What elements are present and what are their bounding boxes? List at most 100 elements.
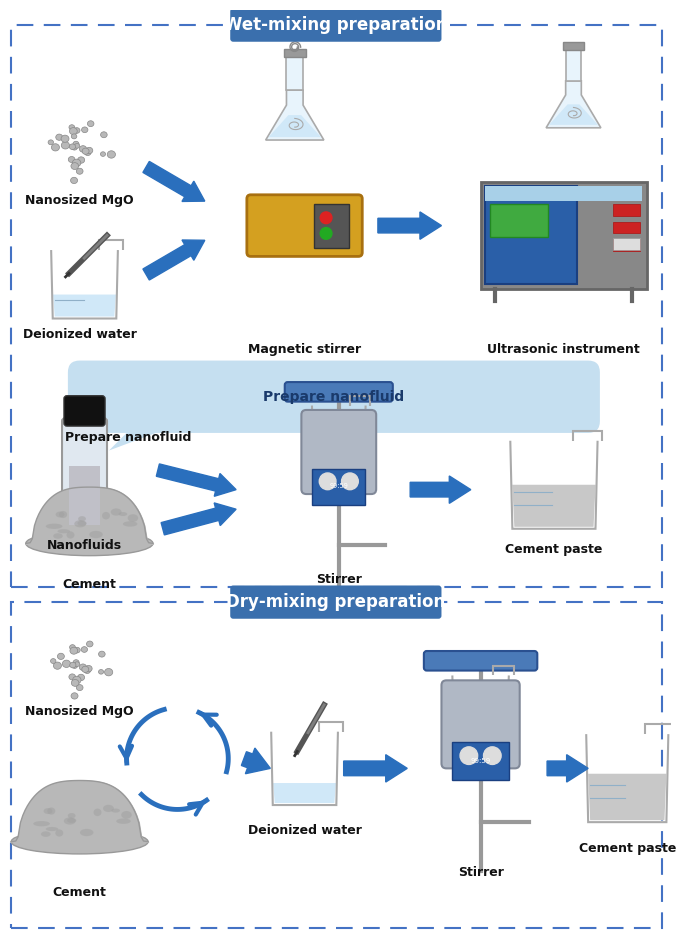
Ellipse shape (82, 127, 88, 133)
Ellipse shape (86, 641, 93, 647)
Ellipse shape (46, 827, 58, 831)
Text: Stirrer: Stirrer (458, 866, 503, 879)
FancyBboxPatch shape (424, 651, 537, 670)
Ellipse shape (74, 128, 80, 134)
FancyBboxPatch shape (285, 382, 393, 402)
Ellipse shape (77, 156, 85, 163)
Bar (11, 602, 662, 928)
Ellipse shape (93, 809, 101, 816)
FancyBboxPatch shape (247, 194, 362, 256)
Ellipse shape (74, 647, 80, 653)
FancyArrow shape (143, 161, 205, 201)
Ellipse shape (58, 653, 64, 660)
Ellipse shape (82, 148, 89, 155)
FancyArrow shape (547, 755, 588, 782)
Ellipse shape (47, 808, 55, 814)
FancyBboxPatch shape (69, 465, 100, 525)
FancyArrow shape (410, 476, 471, 503)
Ellipse shape (76, 168, 83, 174)
Text: Prepare nanofluid: Prepare nanofluid (65, 431, 192, 444)
Polygon shape (549, 104, 598, 125)
Ellipse shape (26, 531, 153, 556)
Ellipse shape (101, 152, 105, 156)
Text: Cement: Cement (53, 885, 107, 899)
FancyBboxPatch shape (486, 187, 577, 284)
Ellipse shape (51, 659, 56, 664)
Text: 99:59: 99:59 (329, 483, 348, 489)
Ellipse shape (61, 141, 69, 149)
Ellipse shape (53, 662, 62, 669)
Ellipse shape (82, 666, 89, 672)
FancyBboxPatch shape (452, 742, 509, 780)
Ellipse shape (75, 143, 79, 148)
Ellipse shape (62, 660, 71, 667)
Ellipse shape (73, 676, 81, 684)
FancyBboxPatch shape (314, 204, 349, 247)
Circle shape (320, 212, 332, 224)
FancyBboxPatch shape (64, 395, 105, 426)
Ellipse shape (58, 529, 70, 534)
FancyArrow shape (378, 212, 441, 239)
Polygon shape (512, 484, 596, 527)
FancyArrow shape (143, 240, 205, 280)
Ellipse shape (71, 163, 79, 170)
Ellipse shape (69, 144, 75, 150)
Ellipse shape (119, 512, 127, 516)
Text: Cement paste: Cement paste (579, 842, 676, 855)
Ellipse shape (55, 830, 63, 837)
FancyBboxPatch shape (62, 418, 107, 532)
Ellipse shape (55, 512, 64, 518)
Ellipse shape (44, 808, 52, 814)
Bar (563, 42, 584, 49)
Ellipse shape (66, 532, 75, 538)
Ellipse shape (11, 830, 148, 854)
Text: Nanofluids: Nanofluids (47, 538, 122, 552)
Ellipse shape (76, 684, 83, 690)
Ellipse shape (84, 667, 90, 673)
Ellipse shape (88, 120, 94, 127)
FancyBboxPatch shape (230, 586, 441, 619)
Ellipse shape (74, 520, 86, 527)
Ellipse shape (71, 680, 79, 686)
Ellipse shape (71, 145, 77, 150)
FancyArrow shape (161, 502, 236, 535)
Ellipse shape (81, 647, 88, 652)
Ellipse shape (67, 818, 76, 823)
Ellipse shape (105, 668, 113, 676)
Text: Cement paste: Cement paste (506, 543, 603, 556)
Ellipse shape (70, 663, 76, 668)
FancyBboxPatch shape (68, 360, 600, 433)
Bar (284, 49, 306, 57)
Ellipse shape (53, 533, 63, 538)
Ellipse shape (71, 134, 77, 138)
Ellipse shape (111, 508, 122, 516)
Ellipse shape (72, 663, 77, 668)
Polygon shape (269, 115, 321, 137)
FancyBboxPatch shape (441, 681, 520, 769)
Circle shape (319, 473, 336, 490)
Text: Prepare nanofluid: Prepare nanofluid (263, 390, 404, 404)
Ellipse shape (123, 521, 138, 527)
Ellipse shape (101, 132, 107, 137)
FancyArrow shape (344, 755, 408, 782)
FancyBboxPatch shape (312, 468, 365, 505)
Bar (612, 238, 640, 250)
Ellipse shape (51, 144, 60, 151)
Circle shape (342, 473, 358, 490)
Bar (11, 25, 662, 588)
Ellipse shape (73, 141, 79, 147)
Ellipse shape (68, 156, 75, 162)
Bar (612, 222, 640, 233)
Text: Ultrasonic instrument: Ultrasonic instrument (487, 343, 640, 356)
Polygon shape (109, 421, 187, 450)
Bar (612, 239, 640, 251)
Ellipse shape (89, 531, 103, 538)
FancyBboxPatch shape (490, 204, 548, 237)
Ellipse shape (69, 674, 75, 680)
Ellipse shape (71, 693, 78, 699)
Ellipse shape (46, 523, 62, 529)
Bar (566, 49, 582, 81)
Ellipse shape (121, 811, 132, 819)
Text: 99:59: 99:59 (471, 757, 490, 763)
Polygon shape (53, 295, 116, 317)
